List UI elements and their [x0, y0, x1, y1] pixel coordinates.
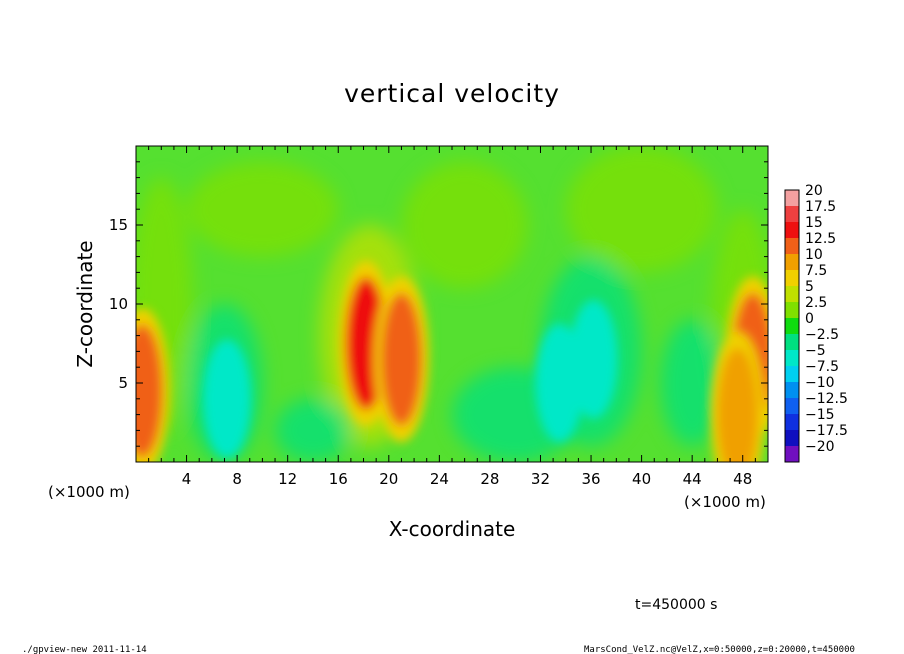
field-region-soft	[660, 319, 724, 447]
colorbar-label: 17.5	[805, 199, 836, 215]
x-tick-label: 12	[278, 470, 297, 488]
colorbar-label: −17.5	[805, 423, 848, 439]
field-region-soft	[186, 161, 339, 257]
field-feature	[136, 324, 163, 458]
x-tick-label: 4	[182, 470, 192, 488]
field-region-soft	[401, 161, 528, 289]
colorbar-swatch	[785, 318, 799, 335]
footer-left-text: ./gpview-new 2011-11-14	[22, 645, 147, 654]
y-axis-label: Z-coordinate	[73, 240, 97, 367]
x-tick-label: 20	[379, 470, 398, 488]
field-feature	[575, 311, 612, 407]
time-label: t=450000 s	[635, 597, 717, 613]
colorbar-label: 0	[805, 311, 814, 327]
colorbar-label: −15	[805, 407, 835, 423]
colorbar-swatch	[785, 382, 799, 399]
y-axis-ticks: 5 10 15	[109, 161, 768, 447]
colorbar-label: 12.5	[805, 231, 836, 247]
field-feature	[717, 348, 758, 462]
colorbar-swatch	[785, 190, 799, 207]
colorbar-swatch	[785, 350, 799, 367]
colorbar-swatch	[785, 302, 799, 319]
colorbar-label: 20	[805, 183, 823, 199]
y-tick-label: 5	[118, 374, 128, 392]
x-axis-label: X-coordinate	[389, 517, 516, 541]
footer-right-text: MarsCond_VelZ.nc@VelZ,x=0:50000,z=0:2000…	[584, 645, 855, 654]
x-unit-note-left: (×1000 m)	[48, 483, 130, 501]
x-tick-label: 28	[480, 470, 499, 488]
colorbar-swatch	[785, 414, 799, 431]
colorbar-label: 2.5	[805, 295, 827, 311]
y-tick-label: 10	[109, 295, 128, 313]
colorbar-label: −5	[805, 343, 826, 359]
colorbar-swatch	[785, 398, 799, 415]
colorbar: 2017.51512.5107.552.50−2.5−5−7.5−10−12.5…	[784, 183, 848, 463]
colorbar-swatch	[785, 446, 799, 463]
field-core-blobs	[136, 260, 768, 462]
colorbar-swatch	[785, 254, 799, 271]
colorbar-label: −10	[805, 375, 835, 391]
field-feature	[381, 292, 422, 426]
colorbar-swatch	[785, 270, 799, 287]
colorbar-swatch	[785, 334, 799, 351]
x-tick-label: 16	[329, 470, 348, 488]
field-feature	[209, 351, 245, 447]
colorbar-swatch	[785, 430, 799, 447]
colorbar-swatch	[785, 206, 799, 223]
colorbar-frame	[784, 189, 800, 463]
colorbar-label: −2.5	[805, 327, 839, 343]
chart-title: vertical velocity	[344, 79, 560, 108]
x-tick-label: 40	[632, 470, 651, 488]
y-tick-label: 15	[109, 216, 128, 234]
field-feature	[541, 335, 578, 431]
x-axis-ticks: 4 8 12 16 20 24 28 32 36 40 44 48	[148, 146, 756, 488]
colorbar-label: 7.5	[805, 263, 827, 279]
field-region-soft	[565, 146, 718, 273]
x-tick-label: 48	[733, 470, 752, 488]
colorbar-swatch	[785, 238, 799, 255]
colorbar-label: 15	[805, 215, 823, 231]
x-tick-label: 44	[683, 470, 702, 488]
colorbar-label: −7.5	[805, 359, 839, 375]
x-tick-label: 32	[531, 470, 550, 488]
field-region-soft	[275, 398, 351, 462]
colorbar-swatch	[785, 222, 799, 239]
x-tick-label: 24	[430, 470, 449, 488]
x-unit-note-right: (×1000 m)	[684, 493, 766, 511]
colorbar-label: −12.5	[805, 391, 848, 407]
colorbar-label: 10	[805, 247, 823, 263]
colorbar-swatch	[785, 366, 799, 383]
x-tick-label: 36	[581, 470, 600, 488]
colorbar-label: −20	[805, 439, 835, 455]
x-tick-label: 8	[232, 470, 242, 488]
colorbar-swatch	[785, 286, 799, 303]
colorbar-label: 5	[805, 279, 814, 295]
